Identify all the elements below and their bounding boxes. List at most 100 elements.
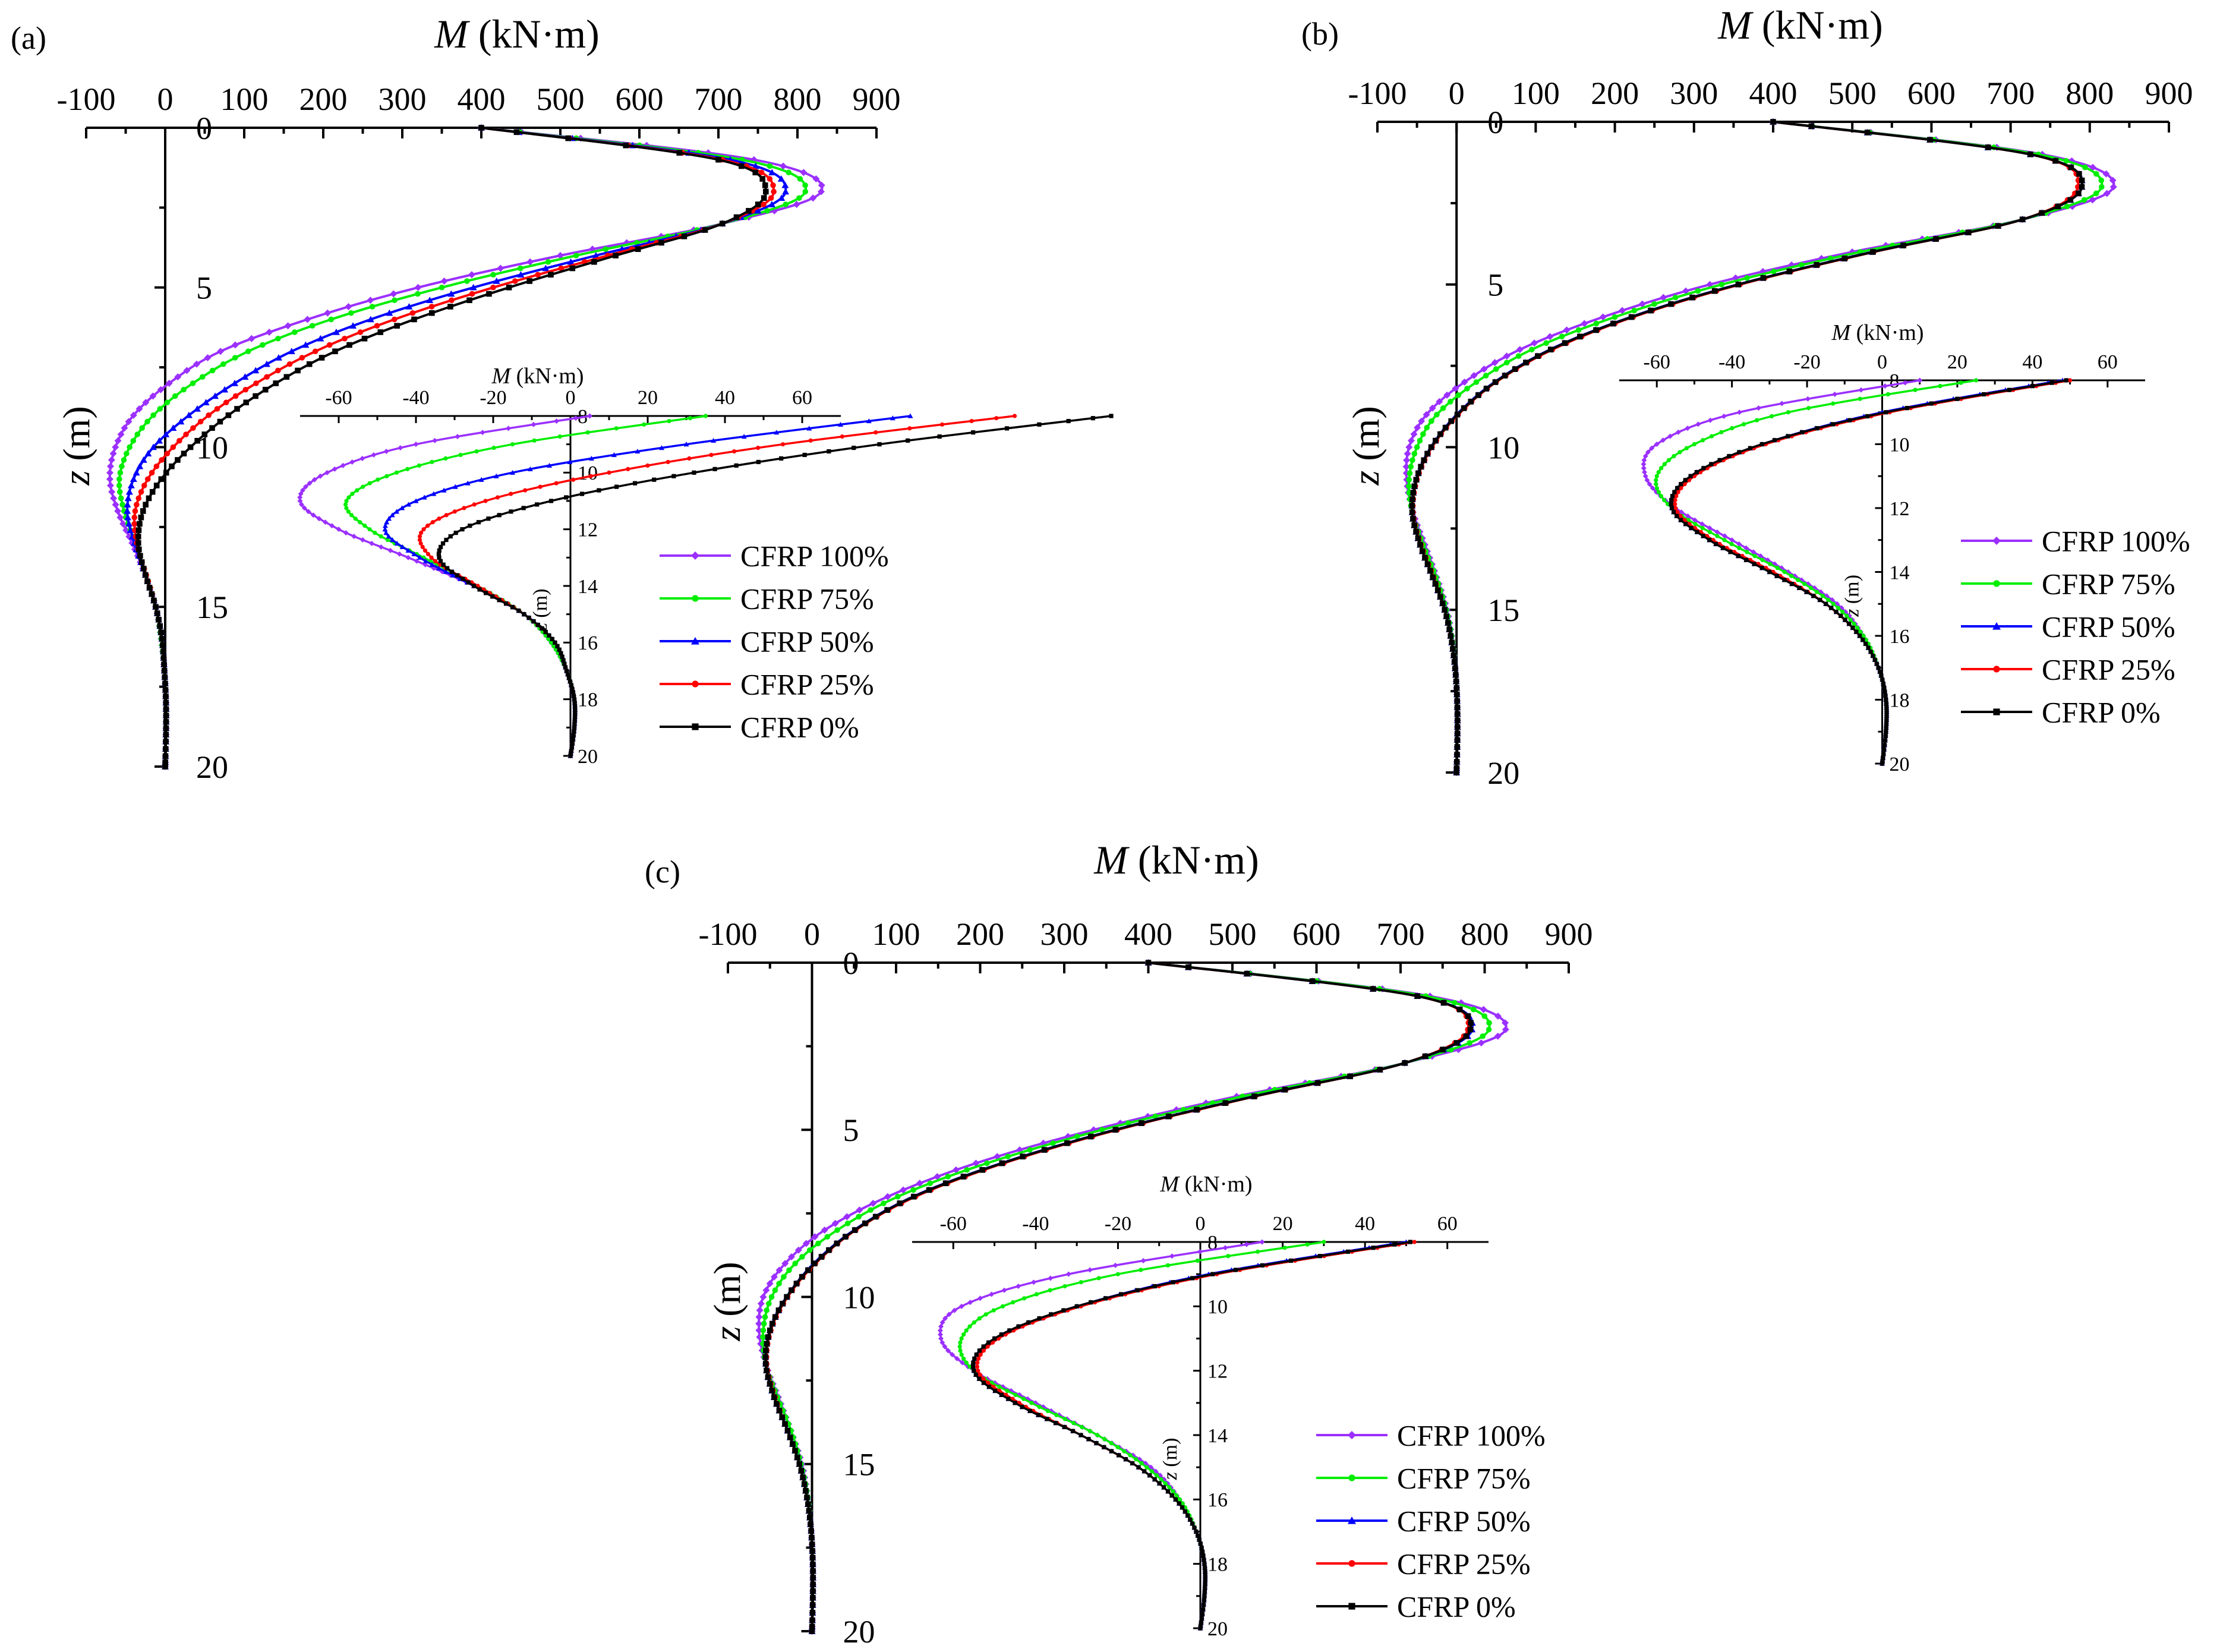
inset-data-point: [310, 512, 316, 518]
main-data-point: [212, 392, 219, 399]
inset-data-point: [1881, 755, 1885, 760]
main-data-point: [260, 342, 266, 348]
main-x-tick-label: 500: [537, 81, 585, 117]
inset-data-point: [652, 477, 657, 482]
main-x-tick-label: 0: [157, 81, 174, 117]
inset-data-point: [1677, 450, 1682, 455]
inset-data-point: [1641, 461, 1647, 467]
inset-data-point: [405, 554, 411, 560]
main-data-point: [783, 201, 789, 207]
main-x-tick-label: 900: [1545, 916, 1593, 952]
inset-data-point: [607, 470, 611, 475]
main-data-point: [106, 469, 113, 477]
inset-data-point: [448, 534, 453, 539]
inset-data-point: [1641, 465, 1647, 471]
main-data-point: [558, 265, 565, 272]
main-data-point: [1432, 581, 1439, 587]
inset-data-point: [343, 502, 348, 507]
inset-data-point: [1715, 534, 1720, 538]
main-data-point: [792, 1448, 798, 1454]
inset-data-point: [1804, 589, 1809, 594]
inset-data-point: [483, 499, 488, 503]
inset-data-point: [1203, 1565, 1207, 1571]
main-data-point: [809, 1541, 815, 1547]
main-data-point: [275, 367, 281, 374]
main-data-point: [1442, 424, 1449, 431]
inset-data-point: [938, 1323, 944, 1329]
inset-data-point: [1660, 437, 1666, 443]
chart-panel-b: (b) M (kN·m)z (m)-100 0 100 200 300 400 500 600 7…: [1301, 2, 2193, 791]
main-data-point: [225, 412, 232, 418]
inset-data-point: [1672, 510, 1676, 515]
main-data-point: [141, 483, 147, 488]
inset-x-axis-title-unit: (kN·m): [1850, 320, 1923, 345]
inset-data-point: [1159, 1477, 1163, 1482]
inset-data-point: [367, 527, 372, 532]
inset-data-point: [614, 484, 619, 489]
inset-data-point: [422, 562, 428, 568]
main-data-point: [805, 1267, 811, 1273]
inset-data-point: [562, 661, 567, 666]
main-data-point: [809, 1623, 815, 1630]
main-data-point: [779, 1414, 786, 1420]
main-data-point: [1406, 477, 1412, 483]
inset-series-cfrp-25-: [1673, 378, 2073, 766]
inset-data-point: [389, 512, 395, 518]
main-data-point: [146, 585, 153, 591]
inset-data-point: [346, 509, 351, 514]
main-x-tick-label: 300: [1670, 75, 1718, 111]
inset-data-point: [526, 616, 531, 620]
main-data-point: [1442, 607, 1448, 613]
panel-label: (c): [645, 854, 680, 890]
main-data-point: [150, 412, 156, 418]
inset-data-point: [840, 434, 844, 439]
inset-data-point: [1666, 502, 1670, 506]
main-data-point: [135, 540, 141, 546]
main-data-point: [1494, 1032, 1502, 1040]
inset-data-point: [346, 495, 351, 500]
main-data-point: [121, 457, 127, 463]
main-data-point: [1689, 294, 1695, 301]
inset-data-point: [1169, 1253, 1175, 1259]
inset-data-point: [976, 1369, 980, 1373]
legend-legend-marker: [692, 723, 699, 730]
inset-x-axis-title-unit: (kN·m): [1179, 1172, 1252, 1197]
main-data-point: [2079, 184, 2085, 190]
main-data-point: [1410, 516, 1416, 522]
main-y-tick-label: 10: [196, 430, 228, 465]
main-data-point: [138, 559, 145, 565]
inset-x-axis-title-unit: (kN·m): [510, 364, 584, 389]
inset-data-point: [1090, 416, 1095, 421]
inset-data-point: [1054, 1421, 1058, 1426]
inset-data-point: [1656, 490, 1661, 494]
main-data-point: [138, 488, 144, 495]
main-data-point: [206, 412, 212, 418]
main-data-point: [165, 380, 173, 387]
inset-data-point: [1203, 1585, 1207, 1590]
legend-legend-label: CFRP 25%: [740, 668, 874, 701]
inset-data-point: [1102, 1445, 1106, 1449]
inset-data-point: [455, 434, 461, 440]
main-data-point: [780, 1300, 786, 1307]
y-axis-title: z (m): [55, 406, 97, 485]
main-data-point: [1430, 574, 1436, 581]
main-data-point: [804, 1495, 810, 1500]
main-data-point: [1407, 437, 1415, 444]
inset-data-point: [350, 491, 355, 496]
main-data-point: [110, 494, 118, 502]
inset-data-point: [611, 452, 617, 458]
main-data-point: [273, 380, 279, 386]
inset-data-point: [297, 494, 303, 500]
main-data-point: [809, 1548, 815, 1554]
inset-data-point: [405, 547, 411, 553]
inset-data-point: [1692, 517, 1698, 523]
inset-data-point: [997, 1385, 1002, 1389]
main-data-point: [1546, 333, 1554, 341]
main-x-tick-label: 100: [1512, 75, 1560, 111]
inset-data-point: [1062, 1424, 1067, 1430]
main-data-point: [1559, 333, 1565, 340]
main-data-point: [535, 272, 541, 278]
main-data-point: [760, 1327, 767, 1333]
inset-series-line: [1670, 379, 2067, 764]
